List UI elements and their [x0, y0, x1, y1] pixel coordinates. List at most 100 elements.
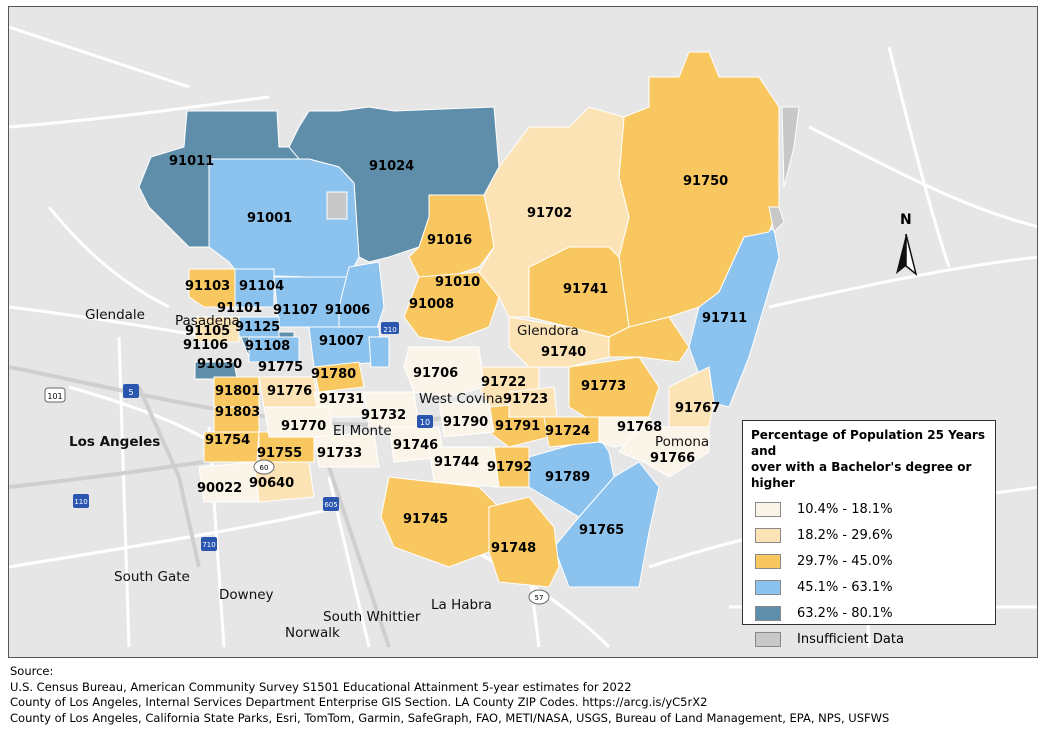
shield-10: 10: [417, 415, 433, 428]
zip-label-91722: 91722: [481, 375, 526, 390]
region-91103: [188, 268, 236, 308]
zip-label-91724: 91724: [545, 424, 590, 439]
region-91105: [194, 316, 240, 343]
region-91780: [313, 361, 365, 393]
zip-label-91768: 91768: [617, 420, 662, 435]
zip-label-91746: 91746: [393, 438, 438, 453]
zip-label-91754: 91754: [205, 433, 250, 448]
region-insufficient-2: [768, 206, 785, 234]
svg-text:210: 210: [383, 326, 396, 334]
city-el-monte: El Monte: [333, 423, 392, 439]
city-downey: Downey: [219, 587, 274, 603]
zip-label-91731: 91731: [319, 392, 364, 407]
zip-label-91780: 91780: [311, 367, 356, 382]
legend-label-class2: 18.2% - 29.6%: [797, 527, 893, 543]
region-91010-small: [368, 336, 390, 368]
svg-text:101: 101: [47, 392, 62, 401]
region-insufficient-3: [781, 106, 800, 188]
zip-label-91107: 91107: [273, 303, 318, 318]
zip-label-91711: 91711: [702, 311, 747, 326]
city-norwalk: Norwalk: [285, 625, 340, 641]
source-line-1: U.S. Census Bureau, American Community S…: [10, 679, 632, 694]
zip-label-91733: 91733: [317, 446, 362, 461]
zip-label-91741: 91741: [563, 282, 608, 297]
region-91723: [508, 386, 558, 418]
zip-label-91105: 91105: [185, 324, 230, 339]
zip-label-91108: 91108: [245, 339, 290, 354]
north-arrow: N: [890, 212, 924, 282]
region-91748: [488, 496, 560, 588]
zip-label-91024: 91024: [369, 159, 414, 174]
zip-label-91792: 91792: [487, 460, 532, 475]
zip-label-91767: 91767: [675, 401, 720, 416]
city-glendora: Glendora: [517, 323, 579, 339]
zip-label-91740: 91740: [541, 345, 586, 360]
region-91766: [618, 426, 710, 478]
region-91767: [668, 366, 715, 428]
legend-swatch-class1: [755, 501, 781, 517]
zip-label-91750: 91750: [683, 174, 728, 189]
region-91740: [508, 316, 610, 368]
region-91011: [138, 110, 300, 248]
legend-label-class3: 29.7% - 45.0%: [797, 553, 893, 569]
region-91765: [553, 461, 660, 588]
legend-label-insufficient: Insufficient Data: [797, 631, 904, 647]
legend-label-class4: 45.1% - 63.1%: [797, 579, 893, 595]
svg-text:710: 710: [202, 541, 215, 549]
map-legend: Percentage of Population 25 Years and ov…: [742, 420, 996, 647]
svg-text:57: 57: [535, 594, 544, 602]
source-line-2: County of Los Angeles, Internal Services…: [10, 695, 708, 709]
zip-label-91723: 91723: [503, 392, 548, 407]
shield-110: 110: [73, 494, 89, 508]
legend-title-line2: over with a Bachelor's degree or higher: [751, 460, 972, 490]
zip-label-91702: 91702: [527, 206, 572, 221]
zip-label-91789: 91789: [545, 470, 590, 485]
city-los-angeles: Los Angeles: [69, 434, 160, 450]
shield-57: 57: [528, 589, 550, 605]
region-91702: [478, 106, 630, 318]
region-91108: [248, 336, 300, 363]
zip-label-90640: 90640: [249, 476, 294, 491]
city-glendale: Glendale: [85, 307, 145, 323]
shield-60: 60: [253, 459, 275, 475]
zip-label-90022: 90022: [197, 481, 242, 496]
city-pomona: Pomona: [655, 434, 709, 450]
zip-label-91706: 91706: [413, 366, 458, 381]
shield-605: 605: [323, 497, 339, 511]
legend-item-class4: 45.1% - 63.1%: [751, 575, 987, 599]
zip-label-91007: 91007: [319, 334, 364, 349]
source-notes: Source: U.S. Census Bureau, American Com…: [10, 664, 889, 726]
city-south-gate: South Gate: [114, 569, 190, 585]
svg-text:605: 605: [324, 501, 337, 509]
zip-label-91001: 91001: [247, 211, 292, 226]
shield-5: 5: [123, 384, 139, 398]
legend-swatch-class3: [755, 553, 781, 569]
region-91706: [403, 346, 485, 398]
zip-label-91011: 91011: [169, 154, 214, 169]
map-frame: 101 5 210 10 60 110 605 710: [8, 6, 1038, 658]
choropleth-map: 101 5 210 10 60 110 605 710: [9, 25, 1037, 649]
shield-210: 210: [381, 322, 399, 334]
city-labels: Glendale Pasadena Glendora West Covina E…: [69, 307, 709, 641]
region-insufficient-1: [326, 191, 348, 220]
zip-label-91104: 91104: [239, 279, 284, 294]
zip-label-91790: 91790: [443, 415, 488, 430]
city-west-covina: West Covina: [419, 391, 503, 407]
region-91745: [380, 476, 500, 568]
zip-label-91744: 91744: [434, 455, 479, 470]
zip-label-91755: 91755: [257, 446, 302, 461]
shield-101: 101: [44, 387, 66, 403]
legend-item-class1: 10.4% - 18.1%: [751, 497, 987, 521]
svg-text:5: 5: [128, 388, 133, 397]
region-91740-part: [608, 316, 690, 363]
highway-shields: 101 5 210 10 60 110 605 710: [44, 322, 550, 605]
source-heading: Source:: [10, 664, 54, 678]
legend-item-class5: 63.2% - 80.1%: [751, 601, 987, 625]
svg-text:110: 110: [74, 498, 87, 506]
legend-title: Percentage of Population 25 Years and ov…: [751, 427, 987, 491]
region-91790: [438, 401, 495, 438]
zip-label-91010: 91010: [435, 275, 480, 290]
zip-labels: 91011 91024 91001 91750 91702 91016 9101…: [169, 154, 747, 556]
north-letter: N: [900, 212, 912, 228]
legend-swatch-class4: [755, 579, 781, 595]
